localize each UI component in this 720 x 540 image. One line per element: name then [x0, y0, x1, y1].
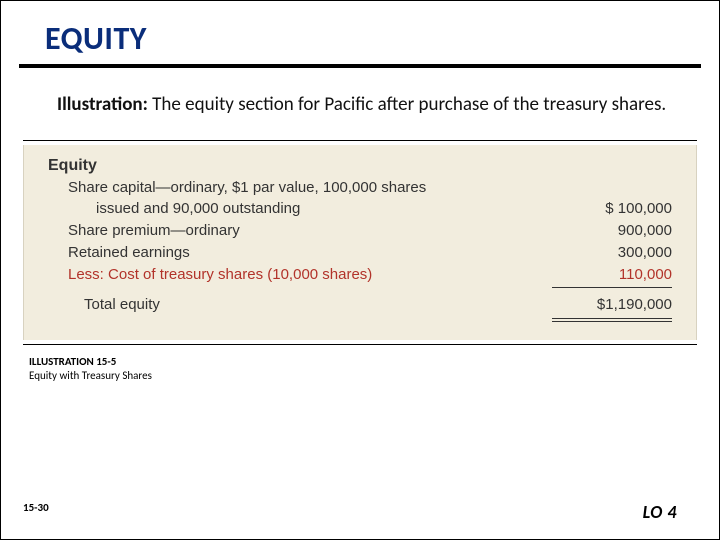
row-label: Share premium—ordinary — [48, 220, 552, 242]
row-amount: 900,000 — [552, 220, 672, 242]
illustration-text: Illustration: The equity section for Pac… — [57, 92, 675, 118]
caption-sub: Equity with Treasury Shares — [29, 369, 152, 382]
page-title: EQUITY — [45, 19, 719, 58]
title-rule — [19, 64, 701, 68]
table-row: Retained earnings 300,000 — [48, 242, 672, 264]
illustration-label: Illustration: — [57, 93, 148, 116]
illustration-body: The equity section for Pacific after pur… — [148, 93, 666, 116]
row-amount: 300,000 — [552, 242, 672, 264]
table-total-row: Total equity $1,190,000 — [48, 288, 672, 322]
table-row: Less: Cost of treasury shares (10,000 sh… — [48, 264, 672, 289]
total-label: Total equity — [48, 288, 552, 322]
row-amount-less: 110,000 — [552, 264, 672, 289]
row-label-cont: issued and 90,000 outstanding — [48, 198, 552, 220]
row-label: Share capital—ordinary, $1 par value, 10… — [48, 177, 552, 199]
slide-number: 15-30 — [23, 501, 49, 523]
row-label-less: Less: Cost of treasury shares (10,000 sh… — [48, 264, 552, 289]
learning-objective: LO 4 — [643, 501, 677, 523]
equity-table: Equity Share capital—ordinary, $1 par va… — [23, 145, 697, 341]
panel-rule-top — [23, 140, 697, 141]
total-amount: $1,190,000 — [552, 288, 672, 322]
row-label: Retained earnings — [48, 242, 552, 264]
caption-title: ILLUSTRATION 15-5 — [29, 355, 116, 368]
table-row: Share capital—ordinary, $1 par value, 10… — [48, 177, 672, 199]
panel-rule-bottom — [23, 344, 697, 345]
table-row: issued and 90,000 outstanding $ 100,000 — [48, 198, 672, 220]
equity-header: Equity — [48, 157, 672, 175]
row-amount: $ 100,000 — [552, 198, 672, 220]
illustration-caption: ILLUSTRATION 15-5 Equity with Treasury S… — [29, 355, 179, 384]
row-amount — [552, 177, 672, 199]
footer: 15-30 LO 4 — [1, 501, 719, 523]
table-row: Share premium—ordinary 900,000 — [48, 220, 672, 242]
